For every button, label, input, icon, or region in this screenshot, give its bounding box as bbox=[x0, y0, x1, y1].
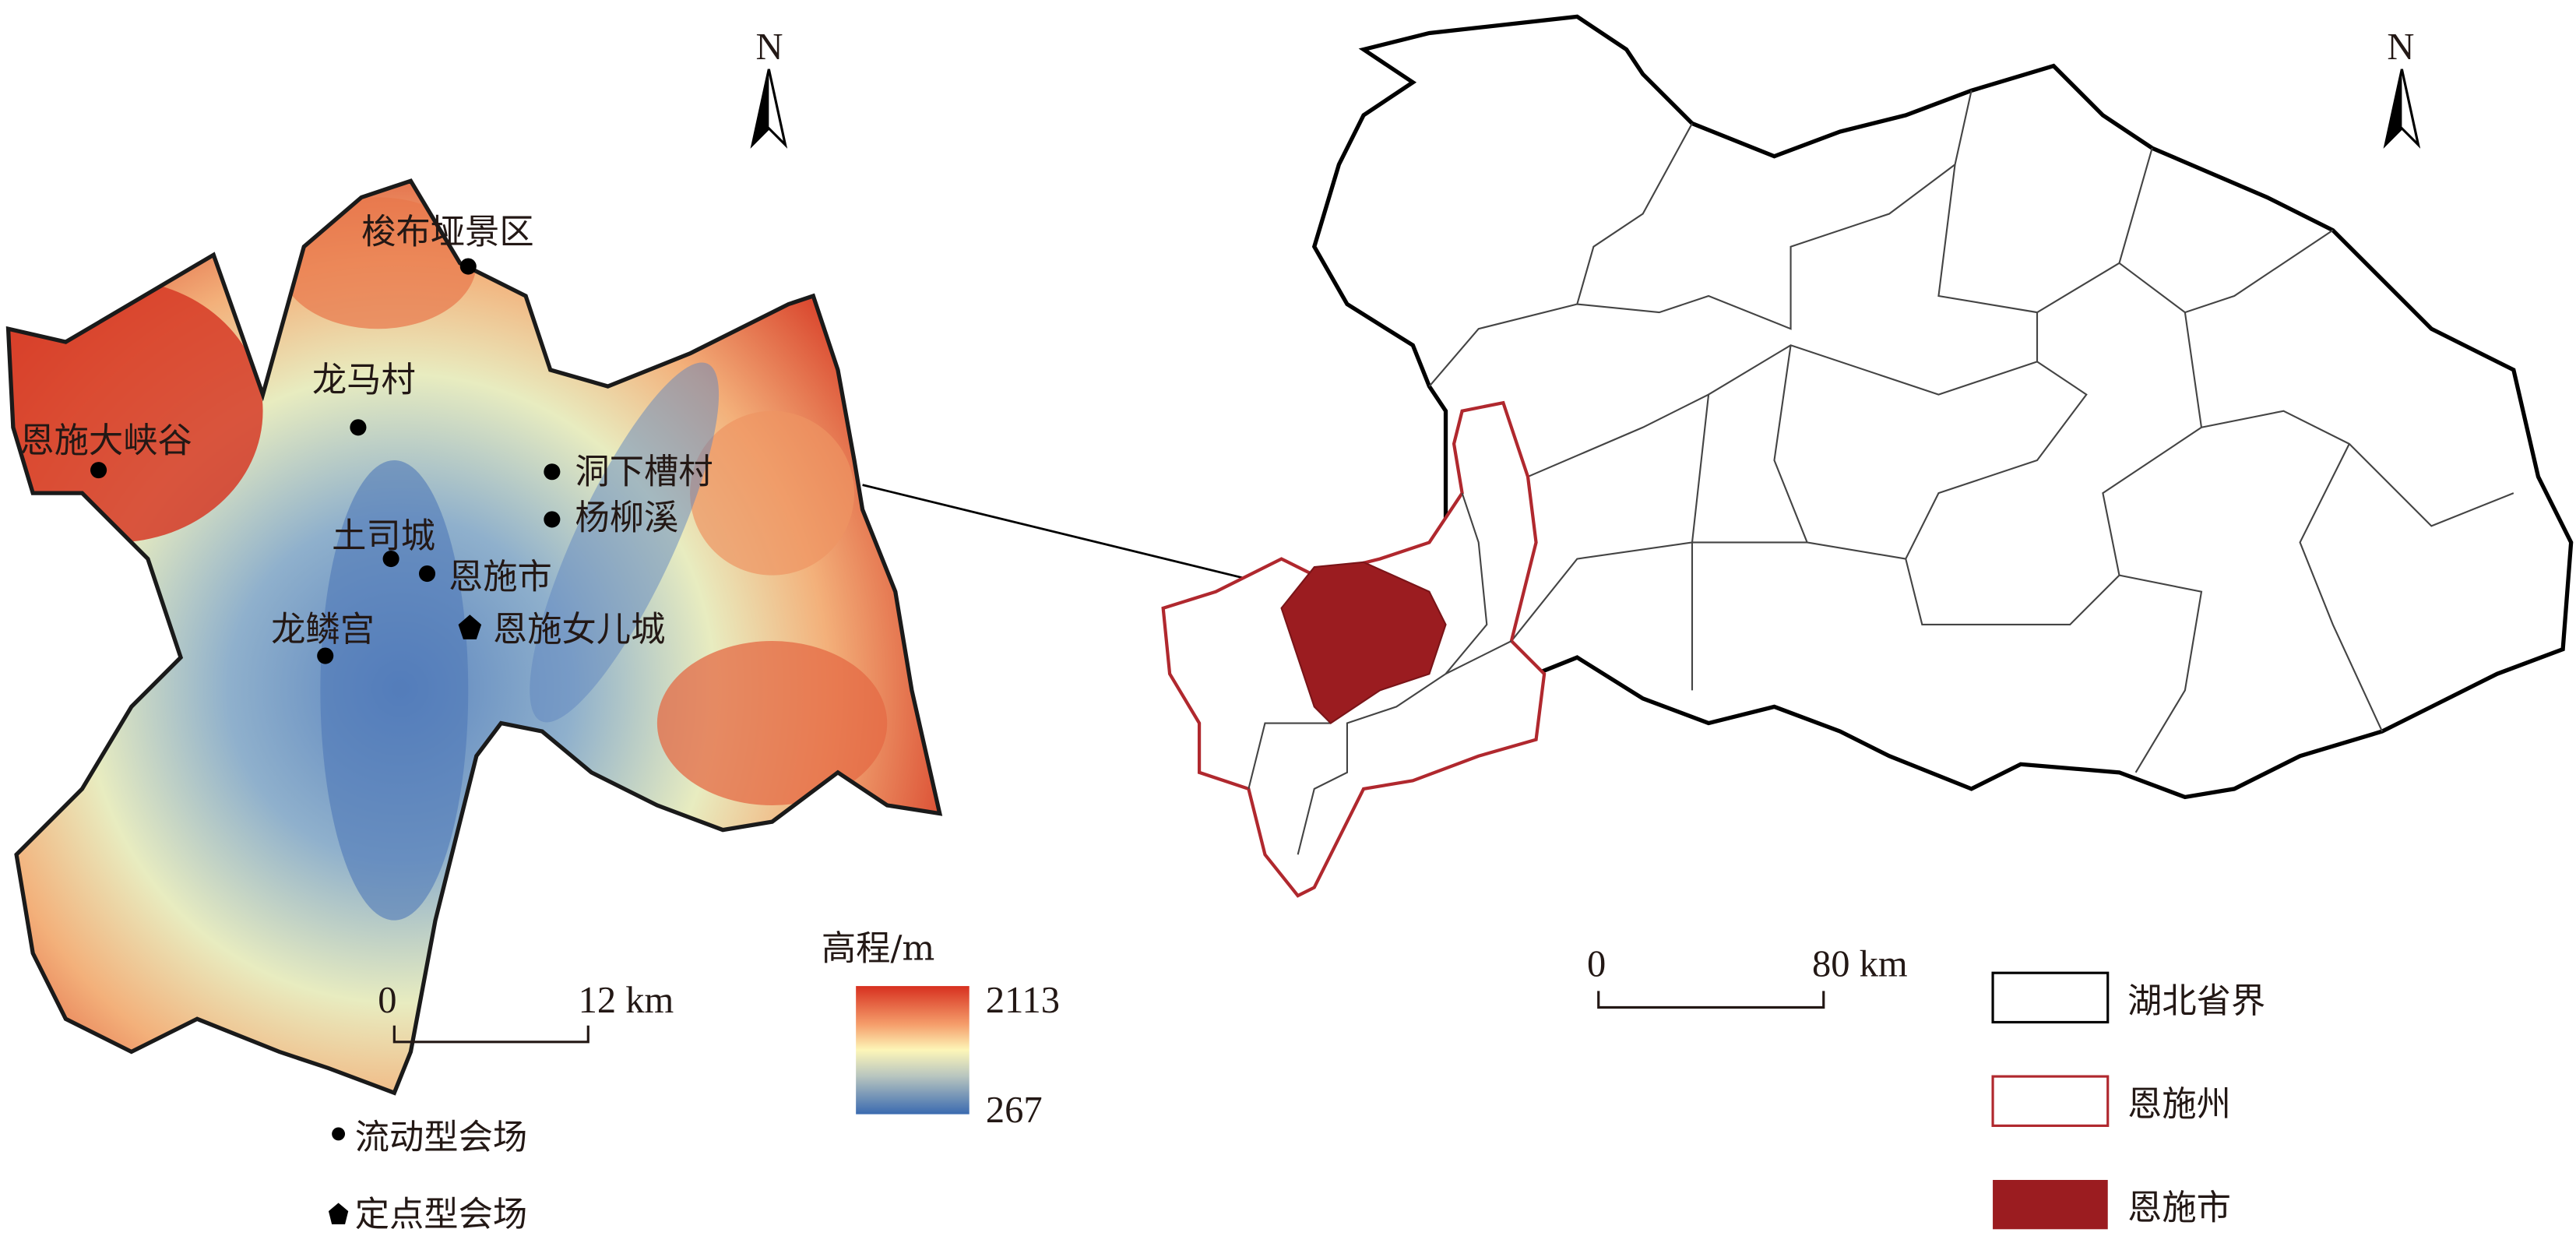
dot-icon bbox=[332, 1127, 346, 1141]
legend-label: 恩施市 bbox=[2127, 1188, 2231, 1228]
north-label: N bbox=[2387, 26, 2414, 68]
site-label: 恩施女儿城 bbox=[493, 610, 666, 650]
site-markers: 梭布垭景区 龙马村 恩施大峡谷 洞下槽村 杨柳溪 土司城 恩施市 龙鳞宫 恩施女… bbox=[19, 212, 713, 664]
site-dot bbox=[350, 419, 367, 436]
legend-swatch-enshi-city bbox=[1993, 1180, 2108, 1230]
pentagon-icon bbox=[328, 1203, 349, 1224]
elevation-legend: 高程/m 2113 267 bbox=[822, 928, 1060, 1131]
legend-swatch-hubei bbox=[1991, 971, 2110, 1024]
elevation-min: 267 bbox=[986, 1090, 1043, 1131]
site-dot bbox=[544, 463, 561, 481]
north-arrow-right: N bbox=[2383, 26, 2421, 149]
site-dot bbox=[418, 565, 436, 583]
legend-label: 恩施州 bbox=[2127, 1085, 2231, 1125]
legend-label: 流动型会场 bbox=[355, 1118, 528, 1157]
legend-label: 定点型会场 bbox=[355, 1195, 528, 1234]
scale-end: 12 km bbox=[579, 980, 674, 1021]
site-dot bbox=[382, 551, 399, 568]
scale-bar-left: 0 12 km bbox=[378, 980, 674, 1044]
hubei-province-map bbox=[1161, 14, 2574, 898]
legend-title: 高程/m bbox=[822, 928, 935, 968]
hubei-boundary bbox=[1311, 14, 2574, 800]
site-label: 土司城 bbox=[332, 516, 435, 556]
scale-end: 80 km bbox=[1812, 943, 1908, 984]
legend-label: 湖北省界 bbox=[2127, 981, 2265, 1021]
site-dot bbox=[544, 511, 561, 528]
site-label: 洞下槽村 bbox=[575, 452, 713, 492]
point-legend: 流动型会场 定点型会场 bbox=[328, 1118, 528, 1234]
legend-swatch-enshi-prefecture bbox=[1991, 1075, 2110, 1127]
elevation-max: 2113 bbox=[986, 980, 1060, 1021]
enshi-city-area bbox=[1280, 561, 1447, 724]
boundary-legend: 湖北省界 恩施州 恩施市 bbox=[1991, 971, 2265, 1230]
site-label: 龙鳞宫 bbox=[271, 610, 375, 650]
prefecture-boundaries bbox=[1428, 90, 2514, 773]
north-arrow-left: N bbox=[750, 26, 788, 149]
site-label: 梭布垭景区 bbox=[361, 212, 534, 252]
north-label: N bbox=[755, 26, 783, 68]
site-dot bbox=[317, 647, 334, 664]
site-pentagon bbox=[458, 614, 482, 639]
site-label: 恩施大峡谷 bbox=[19, 421, 192, 460]
scale-bar-right: 0 80 km bbox=[1587, 943, 1908, 1009]
site-label: 杨柳溪 bbox=[575, 498, 678, 538]
elevation-color-ramp bbox=[856, 986, 970, 1115]
site-label: 恩施市 bbox=[449, 558, 552, 597]
site-dot bbox=[459, 258, 477, 275]
site-dot bbox=[90, 462, 107, 479]
scale-start: 0 bbox=[378, 980, 396, 1021]
enshi-city-elevation-map bbox=[0, 164, 953, 1118]
scale-start: 0 bbox=[1587, 943, 1606, 984]
site-label: 龙马村 bbox=[312, 360, 416, 400]
